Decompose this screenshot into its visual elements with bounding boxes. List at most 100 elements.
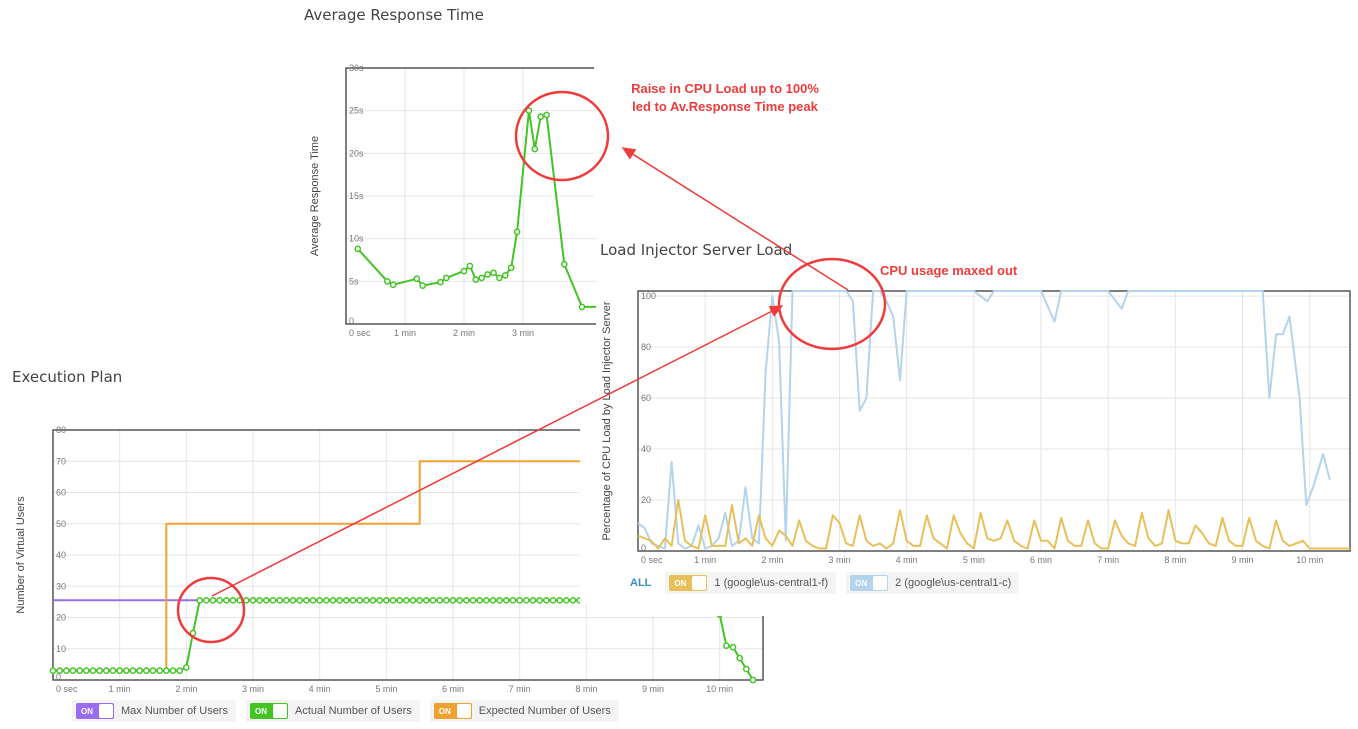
exec-data-point [382, 596, 390, 604]
exec-data-point [416, 596, 424, 604]
load-ytick-label: 60 [641, 393, 651, 403]
exec-legend-item-1[interactable]: ON Actual Number of Users [245, 700, 420, 722]
exec-xtick-label: 0 sec [56, 684, 78, 694]
exec-data-point [422, 596, 430, 604]
exec-data-point [516, 596, 524, 604]
response-ytick-label: 20s [349, 148, 364, 158]
exec-data-point [182, 664, 190, 671]
exec-ytick-label: 70 [56, 456, 66, 466]
exec-legend: ON Max Number of Users ON Actual Number of … [72, 700, 619, 722]
toggle-on-label: ON [438, 706, 451, 716]
annotation-raise-line1: Raise in CPU Load up to 100% [631, 81, 819, 96]
exec-data-point [542, 596, 550, 604]
exec-data-point [222, 596, 230, 604]
exec-legend-item-0[interactable]: ON Max Number of Users [72, 700, 236, 722]
load-xtick-label: 4 min [896, 555, 918, 565]
load-legend-item-1[interactable]: ON 2 (google\us-central1-c) [846, 572, 1020, 594]
exec-data-point [396, 596, 404, 604]
response-data-point [619, 213, 627, 221]
legend-label: Max Number of Users [121, 705, 228, 717]
response-data-point [501, 272, 509, 279]
exec-data-point [556, 596, 564, 604]
exec-data-point [282, 596, 290, 604]
exec-ytick-label: 50 [56, 519, 66, 529]
exec-data-point [122, 667, 130, 674]
legend-all-toggle[interactable]: ALL [630, 577, 652, 589]
exec-data-point [296, 596, 304, 604]
response-ytick-label: 25s [349, 106, 364, 116]
exec-xtick-label: 1 min [109, 684, 131, 694]
response-data-point [537, 113, 545, 120]
response-data-point [490, 269, 497, 277]
exec-xtick-label: 9 min [642, 684, 664, 694]
toggle-switch[interactable]: ON [433, 703, 472, 719]
exec-data-point [462, 596, 470, 604]
exec-data-point [156, 667, 164, 674]
toggle-switch[interactable]: ON [76, 703, 114, 719]
toggle-switch[interactable]: ON [669, 575, 708, 591]
load-legend-item-0[interactable]: ON 1 (google\us-central1-f) [665, 572, 837, 594]
toggle-knob [456, 704, 471, 718]
exec-data-point [349, 596, 357, 604]
exec-data-point [189, 629, 197, 637]
response-data-point [507, 264, 515, 272]
exec-data-point [342, 596, 350, 604]
load-chart-svg: 0 20 40 60 80 100 0 sec 1 min 2 min 3 min 4 min 5 m… [601, 290, 1351, 565]
exec-data-point [336, 596, 344, 604]
exec-data-point [322, 596, 330, 604]
exec-data-point [302, 596, 310, 604]
load-ytick-label: 20 [641, 495, 651, 505]
exec-data-point [369, 596, 377, 604]
exec-legend-item-2[interactable]: ON Expected Number of Users [429, 700, 619, 722]
exec-data-point [489, 596, 497, 604]
exec-data-point [56, 667, 64, 674]
toggle-switch[interactable]: ON [249, 703, 288, 719]
exec-xtick-label: 2 min [175, 684, 197, 694]
exec-data-point [549, 596, 557, 604]
load-xtick-label: 7 min [1097, 555, 1119, 565]
load-ytick-label: 100 [641, 291, 656, 301]
response-data-point [442, 274, 450, 282]
response-ylabel: Average Response Time [309, 136, 321, 256]
exec-ytick-label: 40 [56, 550, 66, 560]
exec-data-point [69, 667, 77, 674]
exec-data-point [376, 596, 384, 604]
load-plot-frame [637, 290, 1351, 552]
legend-label: 2 (google\us-central1-c) [895, 577, 1012, 589]
response-data-point [484, 271, 491, 278]
exec-data-point [129, 667, 137, 674]
response-data-point [460, 267, 468, 275]
exec-xtick-label: 7 min [509, 684, 531, 694]
response-ytick-label: 30s [349, 64, 364, 73]
exec-data-point [202, 596, 210, 604]
annotation-raise-line2: led to Av.Response Time peak [632, 99, 818, 114]
toggle-on-label: ON [254, 706, 267, 716]
toggle-knob [272, 704, 287, 718]
exec-data-point [136, 667, 144, 674]
response-ytick-label: 0 [349, 316, 354, 326]
exec-xtick-label: 5 min [375, 684, 397, 694]
exec-ytick-label: 10 [56, 644, 66, 654]
exec-data-point [476, 596, 484, 604]
response-data-point [478, 274, 486, 282]
exec-data-point [142, 667, 150, 674]
exec-ytick-label: 0 [56, 672, 61, 682]
exec-data-point [309, 596, 317, 604]
response-data-point [608, 213, 615, 221]
exec-data-point [269, 596, 277, 604]
load-xtick-label: 3 min [829, 555, 851, 565]
response-data-point [383, 277, 391, 285]
exec-data-point [82, 667, 90, 674]
toggle-on-label: ON [674, 578, 687, 588]
exec-data-point [749, 676, 757, 684]
exec-data-point [209, 596, 217, 604]
exec-data-point [289, 596, 297, 604]
exec-data-point [149, 667, 157, 674]
exec-data-point [562, 596, 570, 604]
response-ytick-label: 15s [349, 191, 364, 201]
exec-data-point [582, 596, 590, 604]
exec-data-point [316, 596, 324, 604]
response-ytick-label: 10s [349, 234, 364, 244]
response-data-point [932, 207, 940, 214]
toggle-switch[interactable]: ON [850, 575, 889, 591]
